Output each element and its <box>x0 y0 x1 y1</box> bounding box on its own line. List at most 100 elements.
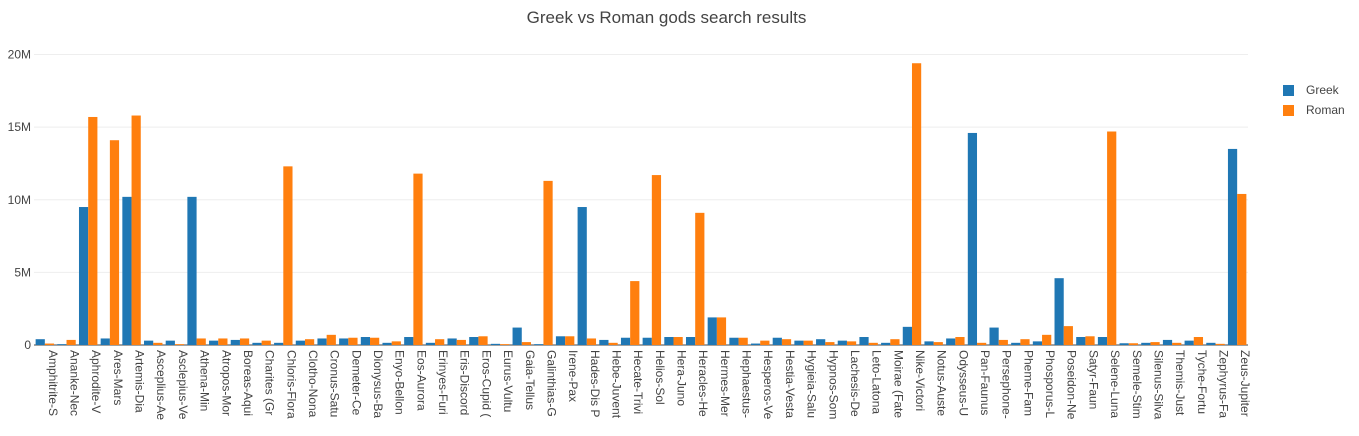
bar-greek[interactable] <box>1141 342 1151 345</box>
bar-roman[interactable] <box>998 339 1008 345</box>
bar-greek[interactable] <box>317 338 327 345</box>
bar-greek[interactable] <box>555 336 566 345</box>
bar-greek[interactable] <box>664 337 674 345</box>
bar-greek[interactable] <box>295 340 305 345</box>
bar-roman[interactable] <box>1172 342 1182 345</box>
bar-greek[interactable] <box>946 338 956 345</box>
bar-roman[interactable] <box>304 339 315 345</box>
bar-greek[interactable] <box>1011 342 1021 345</box>
bar-roman[interactable] <box>565 336 575 345</box>
bar-roman[interactable] <box>543 180 553 345</box>
bar-roman[interactable] <box>673 337 683 345</box>
bar-greek[interactable] <box>1162 339 1173 345</box>
bar-roman[interactable] <box>283 166 293 345</box>
bar-roman[interactable] <box>846 341 857 345</box>
bar-roman[interactable] <box>955 337 965 345</box>
bar-greek[interactable] <box>35 339 45 345</box>
bar-greek[interactable] <box>230 339 240 345</box>
bar-greek[interactable] <box>772 337 782 345</box>
bar-roman[interactable] <box>348 337 358 345</box>
bar-greek[interactable] <box>599 339 609 345</box>
bar-greek[interactable] <box>642 337 652 345</box>
bar-greek[interactable] <box>1054 278 1064 345</box>
bar-greek[interactable] <box>967 132 978 345</box>
bar-greek[interactable] <box>469 337 479 345</box>
bar-greek[interactable] <box>902 326 912 345</box>
bar-roman[interactable] <box>261 340 271 345</box>
bar-greek[interactable] <box>252 342 262 345</box>
bar-roman[interactable] <box>1020 339 1030 345</box>
legend-item-greek[interactable]: Greek <box>1283 80 1345 100</box>
bar-roman[interactable] <box>131 115 141 346</box>
bar-roman[interactable] <box>933 342 943 345</box>
bar-greek[interactable] <box>57 344 67 345</box>
bar-greek[interactable] <box>620 337 631 345</box>
bar-greek[interactable] <box>382 342 392 345</box>
bar-roman[interactable] <box>391 341 401 345</box>
bar-greek[interactable] <box>1227 148 1238 345</box>
bar-greek[interactable] <box>1184 340 1194 345</box>
bar-roman[interactable] <box>651 175 662 345</box>
bar-roman[interactable] <box>413 173 423 345</box>
bar-roman[interactable] <box>66 339 76 345</box>
legend-item-roman[interactable]: Roman <box>1283 100 1345 120</box>
bar-greek[interactable] <box>404 337 414 345</box>
bar-roman[interactable] <box>478 336 488 345</box>
bar-greek[interactable] <box>209 340 219 345</box>
bar-roman[interactable] <box>109 140 120 345</box>
bar-roman[interactable] <box>890 339 900 345</box>
bar-roman[interactable] <box>586 338 597 345</box>
bar-roman[interactable] <box>196 338 206 345</box>
bar-greek[interactable] <box>447 338 457 345</box>
bar-roman[interactable] <box>1150 342 1160 345</box>
bar-greek[interactable] <box>165 340 175 345</box>
bar-greek[interactable] <box>78 207 89 345</box>
bar-roman[interactable] <box>44 343 55 345</box>
bar-greek[interactable] <box>144 340 154 345</box>
bar-roman[interactable] <box>1107 131 1117 346</box>
bar-roman[interactable] <box>911 63 922 345</box>
bar-greek[interactable] <box>989 327 999 345</box>
bar-roman[interactable] <box>500 344 510 345</box>
bar-roman[interactable] <box>868 342 878 345</box>
bar-greek[interactable] <box>577 207 587 345</box>
bar-roman[interactable] <box>218 338 228 345</box>
bar-roman[interactable] <box>153 342 163 345</box>
bar-roman[interactable] <box>1237 193 1247 345</box>
bar-greek[interactable] <box>1076 337 1086 345</box>
bar-roman[interactable] <box>977 342 987 345</box>
bar-greek[interactable] <box>794 340 804 345</box>
bar-roman[interactable] <box>781 339 792 345</box>
bar-greek[interactable] <box>729 337 739 345</box>
bar-greek[interactable] <box>100 338 110 345</box>
bar-greek[interactable] <box>122 196 132 345</box>
bar-roman[interactable] <box>760 340 770 345</box>
bar-roman[interactable] <box>1128 343 1138 345</box>
bar-greek[interactable] <box>837 340 847 345</box>
bar-roman[interactable] <box>521 342 531 345</box>
bar-greek[interactable] <box>534 344 544 345</box>
bar-roman[interactable] <box>1063 326 1073 345</box>
bar-greek[interactable] <box>490 343 501 345</box>
bar-greek[interactable] <box>751 343 761 345</box>
bar-greek[interactable] <box>360 337 371 345</box>
bar-greek[interactable] <box>425 342 436 345</box>
bar-greek[interactable] <box>1032 341 1043 345</box>
bar-roman[interactable] <box>239 338 250 345</box>
bar-roman[interactable] <box>88 116 98 345</box>
bar-greek[interactable] <box>512 327 522 345</box>
bar-roman[interactable] <box>1193 337 1204 345</box>
bar-greek[interactable] <box>1206 342 1216 345</box>
bar-roman[interactable] <box>435 339 445 345</box>
bar-greek[interactable] <box>707 317 717 345</box>
bar-greek[interactable] <box>1097 337 1108 345</box>
bar-roman[interactable] <box>716 317 727 345</box>
bar-greek[interactable] <box>339 338 349 345</box>
bar-greek[interactable] <box>816 339 826 345</box>
bar-roman[interactable] <box>695 212 705 345</box>
bar-greek[interactable] <box>1119 343 1129 345</box>
bar-greek[interactable] <box>924 341 934 345</box>
bar-greek[interactable] <box>685 337 696 345</box>
bar-roman[interactable] <box>630 281 640 345</box>
bar-roman[interactable] <box>803 340 813 345</box>
